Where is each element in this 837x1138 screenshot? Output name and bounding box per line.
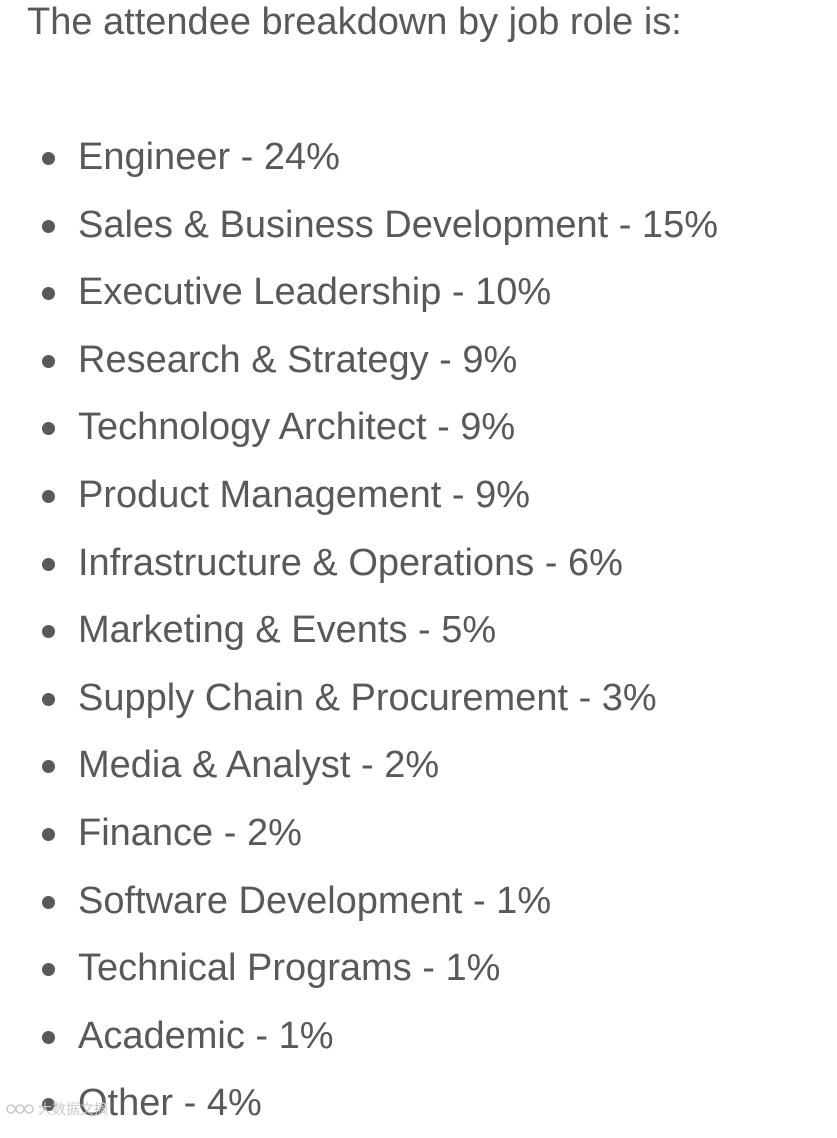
list-item: Research & Strategy - 9% (0, 327, 718, 395)
bullet-icon (42, 1098, 55, 1112)
bullet-icon (42, 354, 55, 368)
bullet-icon (42, 1030, 55, 1044)
role-label: Engineer - 24% (78, 136, 340, 178)
role-label: Sales & Business Development - 15% (78, 203, 718, 246)
role-label: Infrastructure & Operations - 6% (78, 541, 623, 584)
role-label: Product Management - 9% (78, 473, 531, 516)
list-item: Software Development - 1% (0, 868, 718, 936)
role-label: Academic - 1% (78, 1014, 334, 1057)
list-item: Other - 4% (0, 1070, 718, 1138)
bullet-icon (42, 219, 55, 233)
bullet-icon (42, 287, 55, 301)
list-item: Executive Leadership - 10% (0, 259, 718, 327)
bullet-icon (42, 692, 55, 706)
watermark-logo-icon (6, 1104, 34, 1114)
role-label: Software Development - 1% (78, 879, 552, 922)
bullet-icon (42, 489, 55, 503)
list-item: Marketing & Events - 5% (0, 597, 718, 665)
watermark: 大数据文摘 (6, 1101, 108, 1117)
role-label: Finance - 2% (78, 811, 302, 854)
bullet-icon (42, 625, 55, 639)
role-label: Technical Programs - 1% (78, 947, 501, 990)
role-label: Marketing & Events - 5% (78, 609, 497, 652)
role-label: Other - 4% (78, 1082, 262, 1125)
bullet-icon (42, 963, 55, 977)
list-item: Supply Chain & Procurement - 3% (0, 665, 718, 733)
role-label: Technology Architect - 9% (78, 406, 516, 449)
bullet-icon (42, 557, 55, 571)
bullet-icon (42, 895, 55, 909)
role-label: Supply Chain & Procurement - 3% (78, 676, 657, 719)
role-label: Media & Analyst - 2% (78, 744, 440, 787)
bullet-icon (42, 152, 55, 165)
list-item: Engineer - 24% (0, 124, 718, 192)
watermark-text: 大数据文摘 (38, 1101, 108, 1117)
list-item: Academic - 1% (0, 1003, 718, 1071)
list-item: Technology Architect - 9% (0, 394, 718, 462)
bullet-icon (42, 827, 55, 841)
intro-text: The attendee breakdown by job role is: (27, 1, 682, 43)
role-label: Research & Strategy - 9% (78, 338, 518, 381)
list-item: Product Management - 9% (0, 462, 718, 530)
bullet-icon (42, 760, 55, 774)
list-item: Technical Programs - 1% (0, 935, 718, 1003)
list-item: Finance - 2% (0, 800, 718, 868)
role-label: Executive Leadership - 10% (78, 271, 552, 314)
bullet-icon (42, 422, 55, 436)
list-item: Media & Analyst - 2% (0, 732, 718, 800)
list-item: Infrastructure & Operations - 6% (0, 530, 718, 598)
list-item: Sales & Business Development - 15% (0, 192, 718, 260)
job-role-list: Engineer - 24% Sales & Business Developm… (0, 124, 718, 1138)
